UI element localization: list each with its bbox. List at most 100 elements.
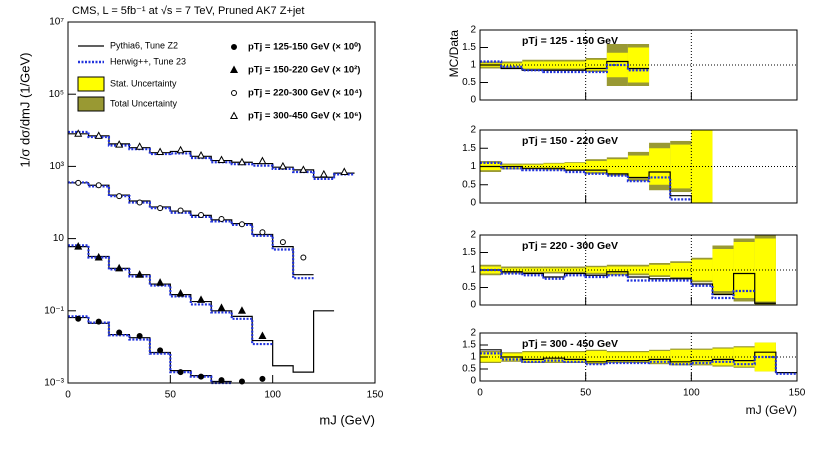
- y-tick-label: 1.5: [462, 42, 476, 53]
- y-tick-label: 1: [470, 352, 476, 363]
- data-point: [136, 333, 143, 340]
- x-axis-label: mJ (GeV): [746, 403, 797, 417]
- y-tick-label: 10⁵: [49, 89, 64, 100]
- stat-band: [649, 351, 671, 363]
- data-point: [237, 157, 247, 166]
- ratio-histogram: [480, 352, 797, 375]
- stat-band: [543, 352, 565, 362]
- y-axis-label: 1/σ dσ/dmJ (1/GeV): [17, 52, 32, 167]
- mc-histogram: [68, 244, 273, 346]
- data-point: [75, 315, 82, 322]
- legend-label: pTj = 300-450 GeV (× 10⁶): [248, 111, 362, 122]
- data-point: [196, 295, 206, 303]
- data-point: [157, 205, 164, 212]
- y-axis-label: MC/Data: [447, 30, 461, 78]
- data-point: [218, 215, 225, 222]
- legend-marker: [231, 44, 237, 50]
- ratio-histogram: [480, 60, 650, 74]
- legend-label: Stat. Uncertainty: [110, 78, 177, 88]
- x-tick-label: 50: [580, 388, 592, 399]
- data-point: [135, 270, 144, 278]
- legend-label: pTj = 150-220 GeV (× 10²): [248, 65, 360, 76]
- plot-frame: [67, 21, 376, 384]
- ratio-histogram: [480, 268, 755, 300]
- y-tick-label: 0.5: [462, 179, 476, 190]
- legend-swatch: [77, 76, 105, 92]
- panel-label: pTj = 220 - 300 GeV: [522, 240, 618, 252]
- y-tick-label: 1: [470, 161, 476, 172]
- stat-band: [606, 352, 628, 362]
- data-point: [259, 375, 266, 382]
- x-tick-label: 50: [165, 390, 177, 401]
- data-point: [177, 369, 184, 376]
- y-tick-label: 2: [470, 230, 476, 241]
- data-point: [177, 207, 184, 214]
- x-tick-label: 150: [367, 390, 384, 401]
- data-point: [300, 254, 307, 261]
- panel-label: pTj = 150 - 220 GeV: [522, 135, 618, 147]
- stat-band: [606, 266, 628, 274]
- y-tick-label: 10⁻³: [44, 378, 64, 389]
- stat-band: [670, 144, 692, 189]
- stat-band: [670, 349, 692, 365]
- data-point: [278, 161, 287, 170]
- data-point: [136, 199, 143, 206]
- data-point: [75, 179, 82, 186]
- stat-band: [627, 352, 650, 362]
- data-point: [238, 221, 245, 228]
- ratio-histogram: [480, 60, 650, 71]
- y-tick-label: 0: [470, 95, 476, 106]
- x-tick-label: 100: [683, 388, 700, 399]
- y-tick-label: 1.5: [462, 340, 476, 351]
- mc-histogram: [68, 130, 355, 181]
- plot-frame: [479, 332, 798, 382]
- ratio-histogram: [480, 349, 797, 374]
- stat-band: [522, 268, 544, 272]
- stat-band: [501, 63, 523, 67]
- chart-title: CMS, L = 5fb⁻¹ at √s = 7 TeV, Pruned AK7…: [72, 5, 304, 17]
- stat-band: [627, 266, 650, 274]
- y-tick-label: 1.5: [462, 143, 476, 154]
- legend-label: Herwig++, Tune 23: [110, 56, 186, 66]
- data-point: [176, 145, 185, 154]
- stat-band: [691, 130, 713, 203]
- panel-label: pTj = 125 - 150 GeV: [522, 35, 618, 47]
- data-point: [319, 169, 328, 178]
- stat-band: [522, 352, 544, 362]
- legend-marker: [229, 65, 239, 73]
- y-tick-label: 2: [470, 25, 476, 36]
- plot-frame: [479, 234, 798, 306]
- stat-band: [585, 59, 607, 71]
- stat-band: [543, 163, 565, 170]
- stat-band: [585, 161, 607, 172]
- x-tick-label: 0: [65, 390, 71, 401]
- stat-band: [627, 47, 650, 83]
- x-tick-label: 100: [264, 390, 281, 401]
- data-point: [340, 167, 349, 175]
- mc-histogram: [68, 182, 314, 276]
- legend-label: Total Uncertainty: [110, 98, 178, 108]
- y-tick-label: 1: [470, 60, 476, 71]
- y-tick-label: 0: [470, 198, 476, 209]
- data-point: [135, 142, 144, 150]
- data-point: [74, 242, 83, 250]
- plot-frame: [479, 129, 798, 204]
- legend-swatch: [77, 96, 105, 112]
- data-point: [115, 263, 124, 272]
- data-point: [258, 331, 267, 340]
- y-tick-label: 0.5: [462, 282, 476, 293]
- legend-label: pTj = 220-300 GeV (× 10⁴): [248, 88, 362, 99]
- data-point: [198, 212, 205, 219]
- data-point: [116, 329, 123, 336]
- y-tick-label: 1.5: [462, 247, 476, 258]
- stat-band: [564, 352, 586, 362]
- data-point: [95, 318, 102, 325]
- y-tick-label: 2: [470, 125, 476, 136]
- stat-band: [564, 61, 586, 69]
- mc-histogram: [68, 316, 232, 383]
- data-point: [94, 131, 103, 139]
- data-point: [258, 156, 267, 165]
- legend-marker: [229, 111, 239, 119]
